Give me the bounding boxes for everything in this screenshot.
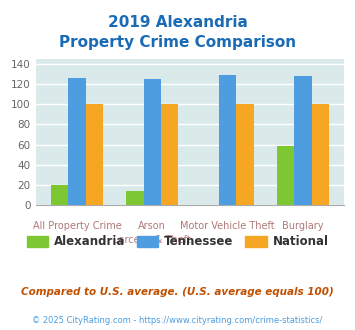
Text: Property Crime Comparison: Property Crime Comparison [59,35,296,50]
Bar [277,146,294,205]
Bar [236,105,253,205]
Text: Burglary: Burglary [282,221,324,231]
Bar [126,191,143,205]
Text: All Property Crime: All Property Crime [33,221,121,231]
Bar [86,105,103,205]
Text: Arson: Arson [138,221,166,231]
Text: 2019 Alexandria: 2019 Alexandria [108,15,247,30]
Text: Larceny & Theft: Larceny & Theft [113,235,191,245]
Bar [219,76,236,205]
Text: Compared to U.S. average. (U.S. average equals 100): Compared to U.S. average. (U.S. average … [21,287,334,297]
Bar [68,79,86,205]
Legend: Alexandria, Tennessee, National: Alexandria, Tennessee, National [22,231,333,253]
Text: © 2025 CityRating.com - https://www.cityrating.com/crime-statistics/: © 2025 CityRating.com - https://www.city… [32,315,323,325]
Bar [312,105,329,205]
Bar [51,184,68,205]
Bar [161,105,178,205]
Text: Motor Vehicle Theft: Motor Vehicle Theft [180,221,275,231]
Bar [294,77,312,205]
Bar [144,80,161,205]
